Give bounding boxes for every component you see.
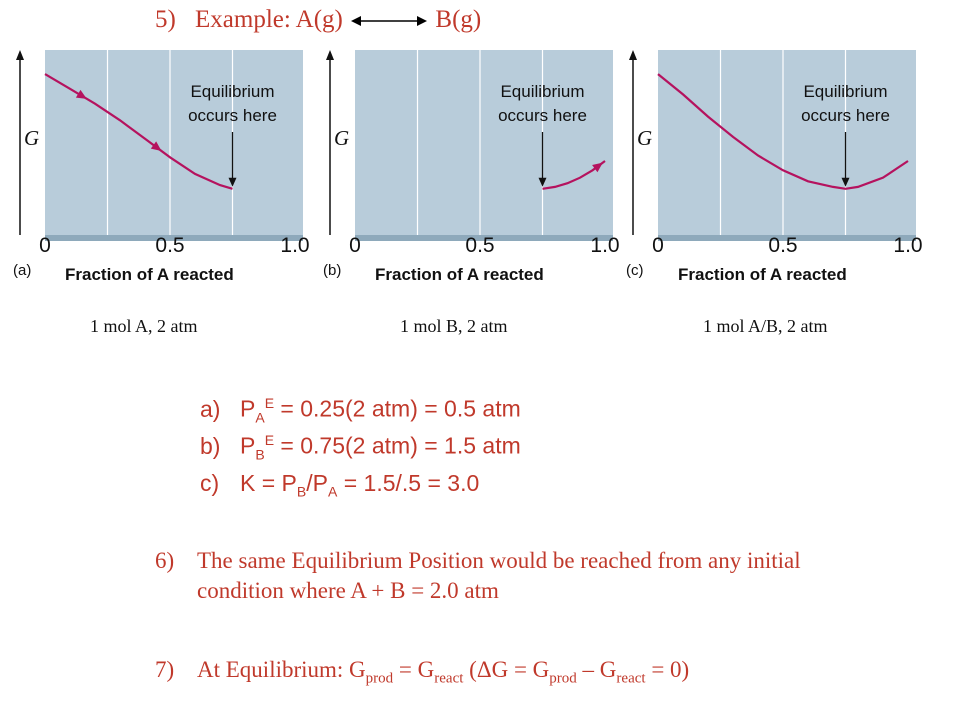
plot-area — [355, 50, 613, 241]
y-axis-arrow-icon — [16, 50, 24, 60]
g-curve — [657, 73, 909, 190]
point-7: 7) At Equilibrium: Gprod = Greact (ΔG = G… — [155, 657, 690, 687]
panel-letter: (c) — [626, 262, 644, 279]
equilibrium-arrow-icon — [228, 177, 237, 187]
x-tick-label: 1.0 — [280, 234, 310, 257]
list-item-a: a) PAE = 0.25(2 atm) = 0.5 atm — [200, 395, 521, 426]
x-tick-label: 0.5 — [768, 234, 798, 257]
x-tick-label: 1.0 — [893, 234, 923, 257]
point-6: 6) The same Equilibrium Position would be… — [155, 548, 801, 603]
x-axis-label: Fraction of A reacted — [678, 265, 847, 284]
annotation-line2: occurs here — [801, 106, 890, 125]
panel-letter: (b) — [323, 262, 342, 279]
equilibrium-arrow-icon — [841, 177, 850, 187]
g-curve — [542, 160, 606, 190]
x-axis-label: Fraction of A reacted — [375, 265, 544, 284]
y-axis-label: G — [637, 126, 653, 150]
x-tick-label: 0 — [39, 234, 51, 257]
annotation-line1: Equilibrium — [803, 82, 888, 101]
y-axis-label: G — [334, 126, 350, 150]
slide-heading: 5) Example: A(g) B(g) — [155, 6, 481, 34]
plot-area — [658, 50, 916, 241]
heading-number: 5) — [155, 6, 176, 33]
double-arrow-icon — [351, 16, 428, 27]
x-tick-label: 0 — [349, 234, 361, 257]
plot-bottom-edge — [658, 235, 916, 241]
annotation-line1: Equilibrium — [190, 82, 275, 101]
annotation-line2: occurs here — [188, 106, 277, 125]
panel-letter: (a) — [13, 262, 32, 279]
annotation-line2: occurs here — [498, 106, 587, 125]
plot-bottom-edge — [355, 235, 613, 241]
y-axis-arrow-icon — [629, 50, 637, 60]
heading-right: B(g) — [435, 6, 482, 33]
panel-caption: 1 mol A, 2 atm — [90, 316, 198, 336]
x-tick-label: 0.5 — [465, 234, 495, 257]
x-tick-label: 0.5 — [155, 234, 185, 257]
list-item-b: b) PBE = 0.75(2 atm) = 1.5 atm — [200, 432, 521, 463]
curve-direction-arrow-icon — [150, 141, 162, 151]
heading-left: Example: A(g) — [195, 6, 343, 33]
x-tick-label: 1.0 — [590, 234, 620, 257]
curve-direction-arrow-icon — [592, 162, 603, 173]
gibbs-energy-figure — [16, 50, 916, 241]
plot-area — [45, 50, 303, 241]
list-item-c: c) K = PB/PA = 1.5/.5 = 3.0 — [200, 470, 480, 500]
panel-caption: 1 mol B, 2 atm — [400, 316, 508, 336]
plot-bottom-edge — [45, 235, 303, 241]
curve-direction-arrow-icon — [75, 89, 87, 99]
annotation-line1: Equilibrium — [500, 82, 585, 101]
panel-caption: 1 mol A/B, 2 atm — [703, 316, 828, 336]
y-axis-label: G — [24, 126, 40, 150]
x-axis-label: Fraction of A reacted — [65, 265, 234, 284]
x-tick-label: 0 — [652, 234, 664, 257]
equilibrium-arrow-icon — [538, 177, 547, 187]
y-axis-arrow-icon — [326, 50, 334, 60]
